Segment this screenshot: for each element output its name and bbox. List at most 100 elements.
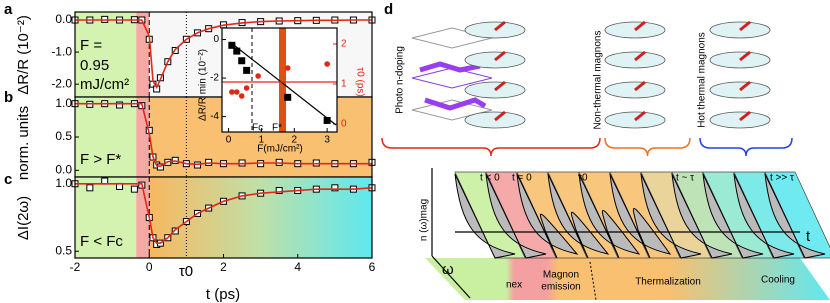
lattice <box>411 67 493 89</box>
y-tick-label: 1.0 <box>55 176 72 190</box>
marker <box>243 85 250 91</box>
marker <box>255 73 261 79</box>
phase-label: Thermalization <box>635 277 701 288</box>
divider <box>589 261 597 301</box>
y-label: ΔR/R (10⁻²) <box>15 15 32 95</box>
doping-path <box>419 61 487 111</box>
time-label: t < 0 <box>480 173 500 184</box>
annotation: Fc <box>252 123 263 134</box>
panel-label: d <box>384 1 393 18</box>
phase-label: emission <box>541 282 580 293</box>
band <box>136 12 150 97</box>
row-label: Photo n-doping <box>395 46 406 114</box>
y-tick-label: 0.5 <box>55 129 72 143</box>
y2-tick-label: 2 <box>341 39 347 50</box>
annotation: F* <box>272 123 282 134</box>
y-tick-label: 0.5 <box>55 243 72 257</box>
panel-label: a <box>4 1 13 18</box>
y-tick-label: 0.0 <box>55 163 72 177</box>
plot: 0 -2 -4 0 1 2 0 1 2 3 <box>210 27 347 146</box>
spin-arrow <box>494 80 506 92</box>
row-label: Hot thermal magnons <box>697 32 708 128</box>
y-tick-label: 1.0 <box>55 96 72 110</box>
panel-label: c <box>4 171 12 188</box>
distribution <box>733 173 795 259</box>
inset-y2-label: τ0 (ps) <box>354 67 365 97</box>
distribution <box>764 173 826 259</box>
x-tick-label: 6 <box>369 260 376 274</box>
y2-tick-label: 0 <box>341 119 347 130</box>
diagram: d Photo n-doping Non-thermal magnons Hot… <box>381 1 830 301</box>
y-tick-label: -1.0 <box>51 44 72 58</box>
marker <box>331 184 339 192</box>
marker <box>238 93 245 99</box>
plots: 0.0 -1.0 -2.0 0.0 0.5 1.0 1.0 0.5 -2 0 2 4 6 0 -2 -4 0 1 2… <box>51 11 376 274</box>
y-tick-label: -2 <box>210 73 219 84</box>
marker <box>233 47 241 55</box>
marker <box>238 57 246 65</box>
phase-label: Cooling <box>761 275 795 286</box>
x-annotation: τ0 <box>179 263 193 280</box>
marker <box>116 101 124 109</box>
y-tick-label: 0.0 <box>55 12 72 26</box>
marker <box>284 65 291 71</box>
marker <box>275 187 283 194</box>
spin-arrow <box>739 80 751 92</box>
spin-arrow <box>634 20 646 32</box>
annotation: F = <box>80 37 102 54</box>
time-label: τ0 <box>578 173 588 184</box>
annotation: 0.95 <box>80 57 109 74</box>
band <box>75 177 137 258</box>
x-tick-label: 3 <box>324 135 330 146</box>
plot: 1.0 0.5 -2 0 2 4 6 <box>55 176 375 274</box>
floor <box>425 258 830 300</box>
marker <box>171 227 179 235</box>
annotation: F < Fc <box>80 233 123 250</box>
x-tick-label: 0 <box>226 135 232 146</box>
marker <box>324 61 330 67</box>
marker <box>233 89 240 95</box>
spin-arrow <box>634 80 646 92</box>
y-label: norm. units <box>15 106 32 180</box>
bracket <box>381 137 601 157</box>
y-label: ΔI(2ω) <box>15 196 32 240</box>
phase-label: Magnon <box>543 270 579 281</box>
plot-frame <box>221 27 338 133</box>
axis <box>431 255 471 299</box>
x-label: t (ps) <box>206 286 240 303</box>
band <box>75 97 137 177</box>
fit-line <box>75 102 372 168</box>
distribution <box>578 173 641 259</box>
annotation: F > F* <box>80 151 121 168</box>
time-label: t >> τ <box>770 173 794 184</box>
x-tick-label: 2 <box>292 135 298 146</box>
plot-frame <box>74 176 373 259</box>
marker <box>323 116 331 124</box>
marker <box>130 185 138 193</box>
diagram-labels: t < 0 t = 0 τ0 t ~ τ t >> τ n (ω)mag ω t… <box>419 173 811 293</box>
bracket <box>699 137 793 157</box>
x-tick-label: 4 <box>294 260 301 274</box>
band <box>136 97 150 177</box>
x-tick-label: 0 <box>146 260 153 274</box>
inset-x-label: F(mJ/cm²) <box>257 144 303 155</box>
trend-line <box>229 41 337 126</box>
bracket <box>604 137 691 157</box>
fit-line <box>75 19 372 90</box>
spin-arrow <box>634 110 646 122</box>
axis-label: n (ω)mag <box>419 199 430 241</box>
inset-y-label: ΔR/R min (10⁻²) <box>198 49 209 121</box>
distribution <box>454 173 516 259</box>
spin-arrow <box>739 20 751 32</box>
spin-arrow <box>739 50 751 62</box>
x-tick-label: 2 <box>220 260 227 274</box>
time-label: t ~ τ <box>676 173 694 184</box>
distribution <box>640 173 702 259</box>
y-tick-label: -2.0 <box>51 76 72 90</box>
distribution <box>702 173 764 259</box>
fit-line <box>75 183 373 244</box>
spin-arrow <box>739 110 751 122</box>
axis-label: t <box>806 228 811 245</box>
annotation: mJ/cm² <box>80 76 129 93</box>
